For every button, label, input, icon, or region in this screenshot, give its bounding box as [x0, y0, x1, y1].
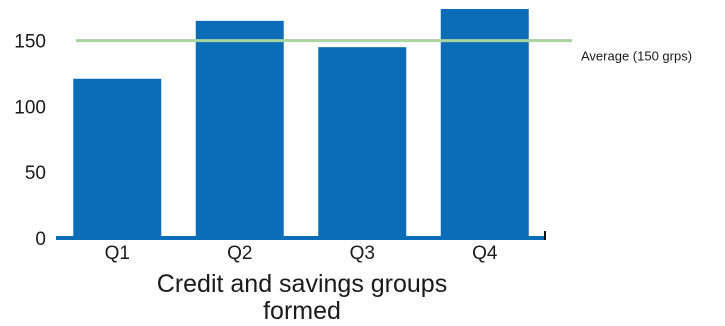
y-tick-label-0: 0: [35, 229, 46, 250]
y-tick-label-100: 100: [14, 97, 46, 118]
average-reference-label: Average (150 grps): [581, 49, 692, 64]
y-tick-labels: 0 50 100 150: [14, 32, 46, 250]
chart-title-line-1: Credit and savings groups: [157, 270, 447, 298]
x-tick-labels: Q1 Q2 Q3 Q4: [105, 243, 498, 264]
x-tick-label-q1: Q1: [105, 243, 130, 264]
x-tick-label-q2: Q2: [227, 243, 252, 264]
bars-group: [73, 9, 529, 239]
bar-q2: [195, 20, 284, 238]
bar-q3: [318, 47, 407, 238]
bar-q1: [73, 78, 162, 239]
y-tick-label-50: 50: [25, 163, 46, 184]
x-tick-label-q4: Q4: [472, 243, 498, 264]
chart-title-line-2: formed: [263, 297, 341, 325]
bar-q4: [440, 9, 529, 238]
x-tick-label-q3: Q3: [350, 243, 375, 264]
y-tick-label-150: 150: [14, 32, 46, 53]
